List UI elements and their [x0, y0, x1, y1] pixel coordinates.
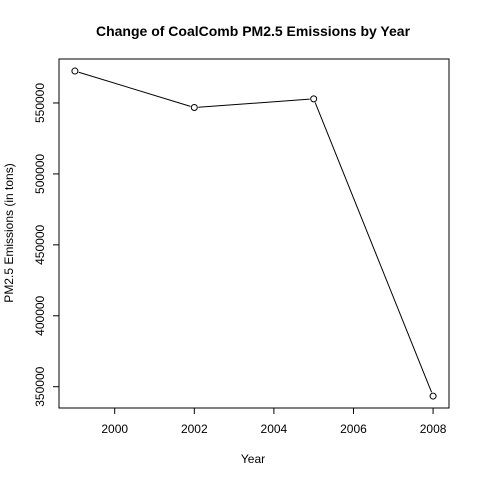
- x-tick-label: 2008: [420, 422, 447, 436]
- x-tick-label: 2000: [101, 422, 128, 436]
- data-point: [310, 95, 318, 103]
- data-point: [190, 104, 198, 112]
- series-line-segment: [78, 71, 191, 107]
- y-tick-label: 500000: [33, 154, 47, 194]
- x-axis-label: Year: [241, 452, 265, 466]
- series-line-segment: [198, 98, 310, 108]
- y-tick-label: 350000: [33, 366, 47, 406]
- data-point: [71, 67, 79, 75]
- y-tick-label: 450000: [33, 225, 47, 265]
- y-axis-label: PM2.5 Emissions (in tons): [2, 163, 16, 302]
- series-line-segment: [314, 102, 433, 393]
- series-emissions: [71, 67, 437, 400]
- x-tick-label: 2002: [181, 422, 208, 436]
- x-tick-label: 2006: [340, 422, 367, 436]
- y-axis: 350000 400000 450000 500000 550000: [33, 83, 59, 407]
- x-tick-label: 2004: [261, 422, 288, 436]
- x-axis: 2000 2002 2004 2006 2008: [101, 408, 447, 436]
- y-tick-label: 550000: [33, 83, 47, 123]
- data-point: [429, 392, 437, 400]
- y-tick-label: 400000: [33, 295, 47, 335]
- chart-title: Change of CoalComb PM2.5 Emissions by Ye…: [96, 23, 411, 39]
- plot-frame: [58, 58, 450, 409]
